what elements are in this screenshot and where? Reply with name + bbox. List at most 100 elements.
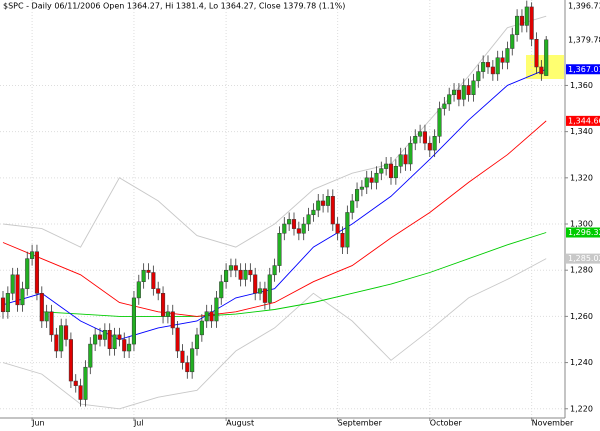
value-tag [566, 115, 600, 126]
value-tag-label: 1,285.02 [568, 254, 600, 263]
candle-body [515, 15, 520, 35]
y-tick-label: 1,280 [570, 266, 593, 275]
candle-body [311, 209, 316, 216]
candle-body [238, 269, 243, 280]
candle-body [253, 274, 258, 294]
candle-body [258, 288, 263, 294]
candle-body [10, 274, 15, 294]
candle-body [379, 168, 384, 174]
candle-body [505, 48, 510, 63]
y-tick-label: 1,260 [570, 312, 593, 321]
candle-body [233, 265, 238, 271]
value-tag-label: 1,367.01 [568, 65, 600, 74]
candle-body [199, 320, 204, 336]
candle-body [209, 311, 214, 322]
candle-body [146, 269, 151, 273]
candle-body [359, 186, 364, 190]
candle-body [161, 293, 166, 317]
candle-body [534, 39, 539, 68]
candle-body [539, 66, 544, 75]
y-tick-label: 1,300 [570, 220, 593, 229]
candle-body [364, 177, 369, 188]
value-tag-label: 1,396.73 [568, 2, 600, 11]
candle-body [262, 288, 267, 303]
candle-body [122, 339, 127, 352]
candle-body [180, 350, 185, 363]
candle-body [112, 334, 117, 349]
value-tag [566, 227, 600, 238]
candle-body [495, 57, 500, 75]
candle-body [316, 200, 321, 211]
candle-body [335, 223, 340, 234]
candle-body [418, 131, 423, 137]
candle-body [141, 269, 146, 282]
candle-body [427, 142, 432, 151]
candle-body [102, 329, 107, 340]
candle-body [422, 131, 427, 144]
candle-body [204, 311, 209, 322]
y-tick-label: 1,220 [570, 404, 593, 413]
candle-body [345, 212, 350, 248]
candle-body [93, 334, 98, 345]
candle-body [131, 297, 136, 345]
candle-body [54, 334, 59, 352]
candle-body [510, 34, 515, 49]
indicator-line [41, 232, 547, 317]
candle-body [321, 200, 326, 206]
candle-body [25, 258, 30, 289]
candle-body [5, 293, 10, 313]
candle-body [44, 311, 49, 322]
candle-body [219, 281, 224, 299]
candle-body [248, 269, 253, 276]
value-tag [566, 1, 600, 11]
x-tick-label: Jul [133, 419, 144, 428]
candle-body [325, 196, 330, 206]
candle-body [388, 163, 394, 179]
candle-body [369, 177, 374, 183]
candle-body [403, 154, 408, 165]
candle-body [447, 94, 452, 105]
candle-body [78, 385, 83, 400]
candle-body [393, 166, 398, 179]
candle-body [175, 327, 180, 352]
candle-body [73, 380, 78, 386]
candle-body [156, 288, 161, 294]
x-tick-label: Jun [31, 419, 45, 428]
x-tick-label: August [226, 419, 254, 428]
candle-body [398, 154, 403, 167]
candle-body [59, 325, 64, 352]
candle-body [306, 214, 311, 225]
candle-body [88, 343, 93, 368]
candle-body [117, 334, 122, 340]
candle-body [272, 265, 277, 276]
candle-body [228, 265, 233, 271]
candle-body [0, 297, 6, 313]
candle-body [287, 219, 292, 225]
candle-body [136, 281, 141, 299]
value-tag [566, 253, 600, 264]
candle-body [461, 85, 466, 100]
candle-body [466, 85, 471, 95]
candle-body [127, 343, 132, 352]
candle-body [282, 223, 287, 234]
candle-body [194, 334, 200, 349]
value-tag [566, 34, 600, 45]
candle-body [185, 362, 190, 373]
x-tick-label: October [430, 419, 463, 428]
candle-body [432, 136, 437, 151]
candle-body [151, 272, 156, 289]
candle-body [107, 329, 112, 349]
candle-body [529, 6, 534, 40]
value-tag [566, 64, 600, 75]
candle-body [476, 71, 481, 82]
indicator-line [2, 68, 547, 340]
candle-body [413, 136, 418, 144]
chart-title: $SPC - Daily 06/11/2006 Open 1364.27, Hi… [3, 2, 345, 11]
indicator-line [2, 120, 547, 317]
y-tick-label: 1,320 [570, 173, 593, 182]
candle-body [165, 311, 170, 317]
candle-body [83, 366, 88, 400]
candle-body [471, 80, 476, 95]
candle-body [452, 89, 457, 95]
